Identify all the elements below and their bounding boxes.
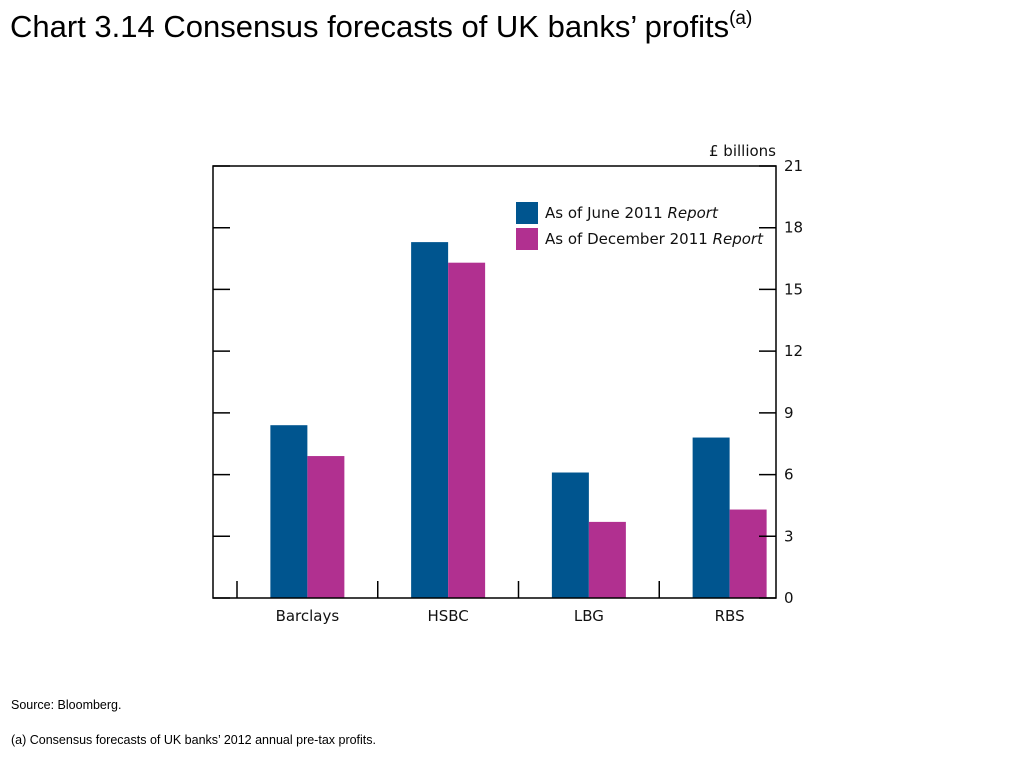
y-tick-label: 21 (784, 157, 803, 175)
legend-swatch (516, 202, 538, 224)
y-tick-label: 0 (784, 589, 794, 607)
bar-lbg-june (551, 472, 589, 598)
bar-barclays-june (270, 425, 308, 598)
legend-label: As of June 2011 Report (545, 204, 719, 222)
y-tick-label: 6 (784, 466, 794, 484)
source-note: Source: Bloomberg. (11, 698, 122, 712)
axis-ticks: 0 3 6 9 12 15 18 21 Barclays HSBC LBG RBS (213, 157, 803, 625)
footnote: (a) Consensus forecasts of UK banks’ 201… (11, 733, 377, 747)
y-tick-label: 3 (784, 527, 794, 545)
legend: As of June 2011 Report As of December 201… (516, 202, 764, 250)
chart-title: Chart 3.14 Consensus forecasts of UK ban… (10, 8, 752, 45)
bars-layer (270, 242, 767, 598)
y-tick-label: 15 (784, 280, 803, 298)
x-tick-label: RBS (715, 607, 745, 625)
x-tick-label: HSBC (427, 607, 468, 625)
bar-hsbc-june (411, 242, 449, 598)
plot-frame (212, 165, 777, 599)
bar-hsbc-december (448, 262, 486, 598)
bar-barclays-december (307, 456, 345, 598)
y-tick-label: 18 (784, 219, 803, 237)
bar-rbs-december (729, 509, 767, 598)
chart-title-text: Chart 3.14 Consensus forecasts of UK ban… (10, 9, 730, 44)
y-axis-unit-label: £ billions (709, 142, 776, 160)
y-tick-label: 9 (784, 404, 794, 422)
x-tick-label: Barclays (276, 607, 340, 625)
legend-label: As of December 2011 Report (545, 230, 764, 248)
bar-lbg-december (588, 521, 626, 598)
bar-rbs-june (692, 437, 730, 598)
y-tick-label: 12 (784, 342, 803, 360)
legend-swatch (516, 228, 538, 250)
x-tick-label: LBG (574, 607, 604, 625)
chart-title-superscript: (a) (729, 8, 753, 29)
